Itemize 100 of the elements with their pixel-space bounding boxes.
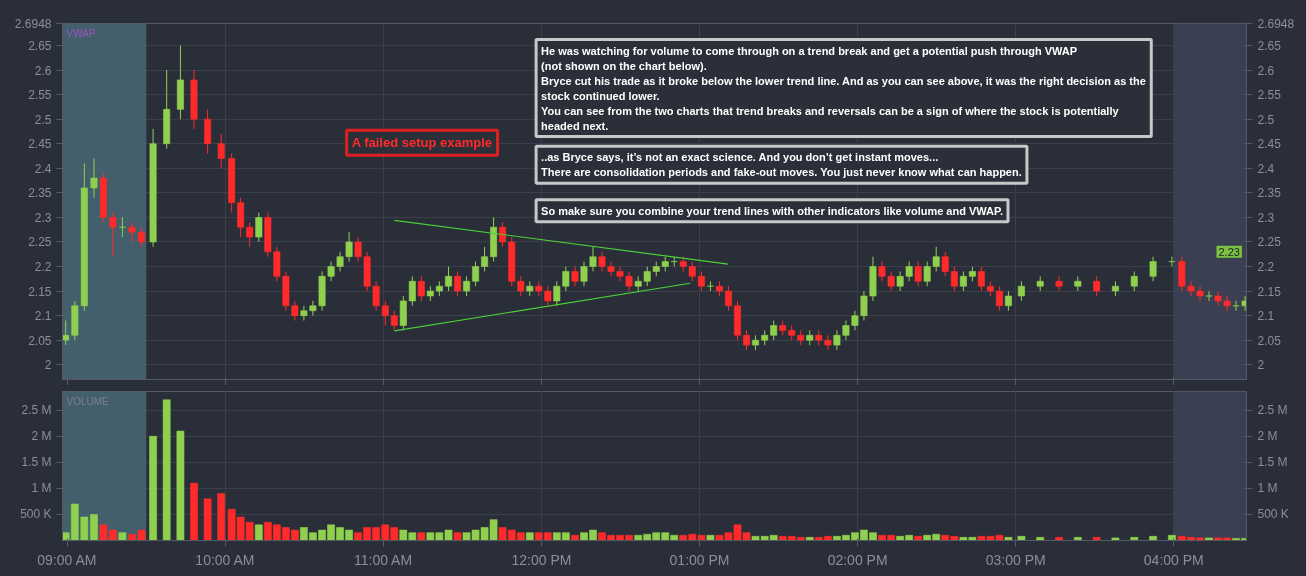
candlestick (1196, 285, 1204, 302)
x-tick-label: 09:00 AM (37, 551, 97, 568)
y2-tick-label: 2.15 (1257, 284, 1282, 299)
candlestick (300, 305, 308, 322)
bar (1205, 537, 1213, 541)
y-tick-label: 2.25 (28, 235, 52, 250)
candlestick (1017, 280, 1025, 302)
candlestick (770, 320, 778, 341)
candlestick (1149, 256, 1157, 282)
y2-tick-label: 1.5 M (1257, 455, 1288, 470)
bar (417, 532, 426, 541)
y-tick-label: 1 M (31, 481, 52, 496)
candlestick (743, 329, 750, 351)
candlestick (128, 221, 136, 243)
annotation: He was watching for volume to come through on a trend break and get a potential push through VWAP (not shown on the chart below). Bryce cut his trade as it broke below the lower trend line. And as you can see above, it was the right decision as the stock continued lower. You can see from the two charts that trend breaks and reversals can be a sign of where the stock is potentially headed next. (541, 44, 1146, 132)
candlestick (1205, 290, 1213, 302)
candlestick (1055, 275, 1063, 292)
candlestick (544, 285, 552, 307)
bar (805, 537, 814, 541)
candlestick (517, 275, 525, 297)
y-tick-label: 2.5 (34, 112, 52, 127)
x-tick-label: 10:00 AM (195, 551, 255, 568)
y2-tick-label: 2 M (1257, 429, 1278, 444)
y-tick-label: 2 (44, 358, 52, 373)
y2-tick-label: 2.05 (1257, 333, 1282, 348)
candlestick (725, 285, 732, 312)
y2-tick-label: 2.2 (1257, 260, 1275, 275)
annotation: 2.23 (1218, 245, 1240, 258)
bar (706, 534, 715, 541)
candlestick (90, 157, 98, 199)
bar (217, 493, 226, 541)
y-tick-label: 2.45 (28, 137, 52, 152)
candlestick (481, 246, 489, 272)
y-tick-label: 500 K (20, 507, 52, 522)
candlestick (824, 334, 832, 351)
y-tick-label: 2.55 (28, 88, 52, 103)
bar (1149, 536, 1157, 541)
y-tick-label: 2.6948 (14, 17, 52, 31)
y-tick-label: 2.3 (34, 210, 52, 225)
bar (914, 536, 923, 541)
annotation: So make sure you combine your trend lines with other indicators like volume and VWAP. (541, 204, 1004, 217)
bar (525, 532, 534, 541)
candlestick (959, 270, 967, 292)
bar (149, 436, 157, 541)
candlestick (499, 221, 507, 248)
candlestick (977, 266, 985, 292)
y-tick-label: 2.65 (28, 39, 52, 53)
y2-tick-label: 2.4 (1257, 161, 1275, 176)
candlestick (408, 275, 416, 307)
y-tick-label: 2.2 (34, 260, 52, 275)
y-tick-label: 2.35 (28, 186, 52, 201)
candlestick (1130, 270, 1138, 292)
candlestick (950, 266, 958, 292)
candlestick (472, 261, 480, 287)
y2-tick-label: 2.5 (1257, 112, 1275, 127)
bar (254, 524, 263, 541)
candlestick (697, 270, 705, 292)
y2-tick-label: 500 K (1257, 507, 1289, 522)
candlestick (995, 285, 1003, 312)
candlestick (1093, 275, 1101, 297)
candlestick (905, 261, 913, 282)
bar (1092, 537, 1101, 541)
y2-tick-label: 2.25 (1257, 235, 1282, 250)
annotation: A failed setup example (351, 135, 493, 151)
candlestick (1004, 290, 1012, 312)
bar (1130, 537, 1139, 541)
x-tick-label: 12:00 PM (511, 551, 572, 568)
y2-tick-label: 2.5 M (1257, 403, 1288, 418)
x-tick-label: 02:00 PM (827, 551, 888, 568)
bar (1111, 537, 1120, 541)
candlestick (571, 266, 579, 287)
y-tick-label: 2.15 (28, 284, 52, 299)
y-tick-label: 2.5 M (21, 403, 52, 418)
candlestick (445, 266, 452, 292)
y2-tick-label: 2.45 (1257, 137, 1282, 152)
bar (190, 482, 198, 541)
x-tick-label: 01:00 PM (669, 551, 730, 568)
candlestick (914, 261, 922, 287)
x-tick-label: 03:00 PM (985, 551, 1046, 568)
y2-tick-label: 2.1 (1257, 309, 1275, 324)
bar (203, 498, 212, 541)
bar (1036, 537, 1045, 541)
x-tick-label: 04:00 PM (1143, 551, 1204, 568)
candlestick (381, 300, 389, 326)
candlestick (454, 270, 461, 297)
candlestick (217, 133, 225, 169)
bar (453, 532, 462, 541)
y2-tick-label: 2.35 (1257, 186, 1282, 201)
y2-tick-label: 1 M (1257, 481, 1278, 496)
y-tick-label: 2.4 (34, 161, 52, 176)
candlestick (354, 236, 362, 263)
y-tick-label: 2.1 (34, 309, 52, 324)
y2-tick-label: 2.3 (1257, 210, 1275, 225)
y-tick-label: 1.5 M (21, 455, 52, 470)
y2-tick-label: 2.6 (1257, 63, 1275, 78)
chart-title: VWAP (66, 27, 96, 39)
bar (1017, 536, 1026, 541)
candlestick (138, 226, 145, 248)
candlestick (62, 320, 70, 346)
candlestick (246, 221, 254, 248)
